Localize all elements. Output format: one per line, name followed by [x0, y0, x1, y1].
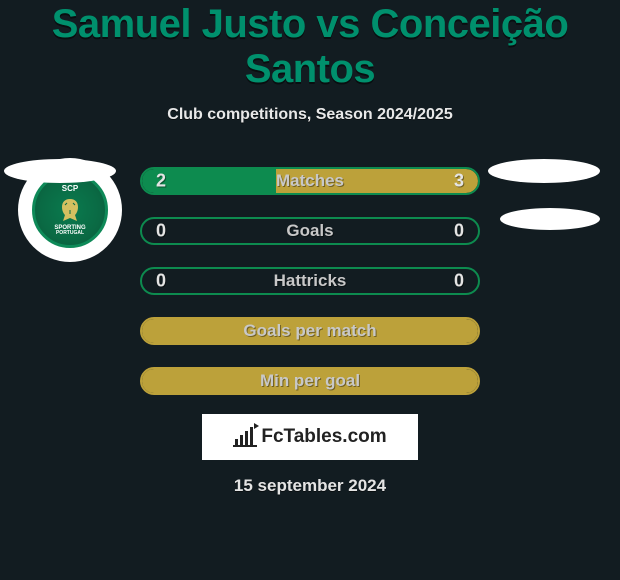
stat-row: 0 0 Goals — [0, 208, 620, 254]
stat-value-right: 0 — [454, 271, 464, 292]
player-slot-left — [4, 159, 116, 183]
stat-label: Hattricks — [274, 271, 347, 291]
date-line: 15 september 2024 — [0, 476, 620, 496]
stat-row: 0 0 Hattricks — [0, 258, 620, 304]
stat-value-right: 3 — [454, 171, 464, 192]
logo-text-wrap: FcTables.com — [233, 426, 386, 448]
stat-label: Goals — [286, 221, 333, 241]
stat-value-left: 0 — [156, 271, 166, 292]
player-slot-right — [488, 159, 600, 183]
stat-rows-container: 2 3 Matches 0 0 Goals 0 0 Hattricks Goals per mat… — [0, 158, 620, 404]
stat-bar: 2 3 Matches — [140, 167, 480, 195]
comparison-widget: Samuel Justo vs Conceição Santos Club co… — [0, 0, 620, 496]
stat-bar: 0 0 Hattricks — [140, 267, 480, 295]
stat-row: Goals per match — [0, 308, 620, 354]
stat-value-left: 2 — [156, 171, 166, 192]
stat-row: Min per goal — [0, 358, 620, 404]
subtitle: Club competitions, Season 2024/2025 — [0, 106, 620, 124]
stat-bar: Goals per match — [140, 317, 480, 345]
stat-label: Goals per match — [243, 321, 376, 341]
stat-value-left: 0 — [156, 221, 166, 242]
stat-bar: Min per goal — [140, 367, 480, 395]
player-slot-right — [500, 208, 600, 230]
logo-label: FcTables.com — [261, 426, 386, 448]
chart-icon — [233, 427, 257, 447]
stat-bar: 0 0 Goals — [140, 217, 480, 245]
stat-value-right: 0 — [454, 221, 464, 242]
stat-label: Min per goal — [260, 371, 360, 391]
page-title: Samuel Justo vs Conceição Santos — [0, 0, 620, 92]
stat-row: 2 3 Matches — [0, 158, 620, 204]
logo-box[interactable]: FcTables.com — [202, 414, 418, 460]
stat-label: Matches — [276, 171, 344, 191]
